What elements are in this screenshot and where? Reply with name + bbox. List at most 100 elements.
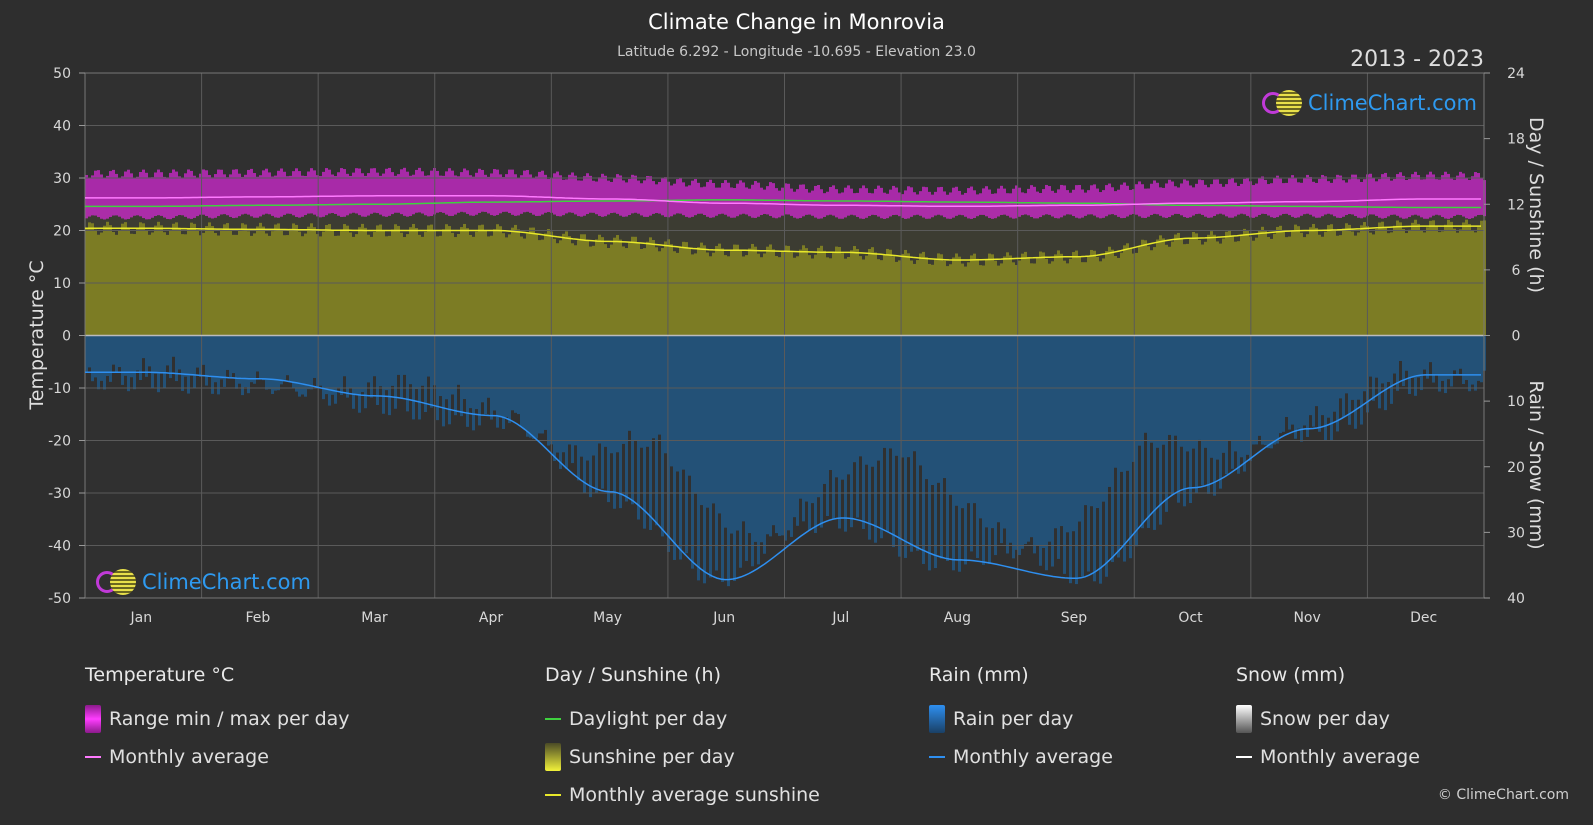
sunshine-gap-bar bbox=[502, 202, 505, 234]
rain-bar bbox=[196, 335, 199, 368]
sunshine-bar bbox=[664, 241, 667, 336]
rain-bar bbox=[403, 335, 406, 375]
sunshine-bar bbox=[760, 257, 763, 336]
sunshine-gap-bar bbox=[571, 201, 574, 244]
sunshine-bar bbox=[1060, 253, 1063, 336]
sunshine-gap-bar bbox=[331, 204, 334, 230]
rain-bar bbox=[517, 335, 520, 415]
sunshine-bar bbox=[1108, 246, 1111, 336]
rain-bar bbox=[931, 335, 934, 486]
sunshine-bar bbox=[421, 236, 424, 336]
temp-range-bar bbox=[1189, 185, 1192, 218]
sunshine-gap-bar bbox=[832, 200, 835, 253]
temp-range-bar bbox=[325, 168, 328, 216]
sunshine-gap-bar bbox=[415, 203, 418, 229]
temp-range-bar bbox=[859, 188, 862, 219]
temp-range-bar bbox=[658, 181, 661, 214]
sunshine-bar bbox=[898, 260, 901, 336]
sunshine-bar bbox=[778, 257, 781, 336]
sunshine-bar bbox=[337, 235, 340, 336]
sunshine-gap-bar bbox=[775, 200, 778, 257]
rain-bar bbox=[724, 335, 727, 528]
temp-range-bar bbox=[454, 175, 457, 215]
logo-top[interactable]: ClimeChart.com bbox=[1262, 90, 1477, 116]
sunshine-gap-bar bbox=[1441, 207, 1444, 232]
rain-bar bbox=[670, 335, 673, 467]
sunshine-bar bbox=[991, 254, 994, 336]
sunshine-gap-bar bbox=[865, 201, 868, 256]
sunshine-gap-bar bbox=[388, 204, 391, 236]
sunshine-gap-bar bbox=[1279, 206, 1282, 226]
temp-range-bar bbox=[184, 173, 187, 217]
temp-range-bar bbox=[661, 177, 664, 216]
rain-bar bbox=[469, 335, 472, 409]
sunshine-gap-bar bbox=[1132, 204, 1135, 254]
sunshine-gap-bar bbox=[1210, 205, 1213, 232]
sunshine-gap-bar bbox=[1027, 202, 1030, 258]
temp-range-bar bbox=[493, 169, 496, 216]
sunshine-bar bbox=[1273, 233, 1276, 336]
rain-bar bbox=[1354, 335, 1357, 429]
temp-range-bar bbox=[496, 169, 499, 216]
sunshine-bar bbox=[1006, 252, 1009, 336]
sunshine-gap-bar bbox=[961, 202, 964, 264]
sunshine-bar bbox=[1303, 237, 1306, 336]
sunshine-gap-bar bbox=[754, 200, 757, 247]
rain-bar bbox=[688, 335, 691, 476]
sunshine-bar bbox=[1093, 250, 1096, 336]
logo-bottom[interactable]: ClimeChart.com bbox=[96, 569, 311, 595]
temp-range-bar bbox=[682, 182, 685, 216]
month-label: Mar bbox=[361, 610, 388, 626]
temp-range-bar bbox=[499, 174, 502, 214]
sunshine-bar bbox=[1225, 231, 1228, 336]
rain-bar bbox=[1447, 335, 1450, 380]
temp-range-bar bbox=[169, 172, 172, 220]
sunshine-bar bbox=[1231, 235, 1234, 336]
rain-bar bbox=[418, 335, 421, 420]
sunshine-bar bbox=[1288, 236, 1291, 336]
sunshine-bar bbox=[571, 243, 574, 336]
rain-bar bbox=[610, 335, 613, 454]
sunshine-gap-bar bbox=[1126, 204, 1129, 244]
rain-bar bbox=[907, 335, 910, 458]
sunshine-bar bbox=[1198, 240, 1201, 336]
sunshine-bar bbox=[772, 249, 775, 336]
sunshine-bar bbox=[1165, 244, 1168, 336]
rain-bar bbox=[1174, 335, 1177, 436]
rain-bar bbox=[952, 335, 955, 571]
temp-range-bar bbox=[613, 178, 616, 213]
sunshine-bar bbox=[1114, 255, 1117, 336]
rain-bar bbox=[421, 335, 424, 386]
temp-range-bar bbox=[1291, 175, 1294, 217]
sunshine-gap-bar bbox=[1042, 202, 1045, 253]
line-swatch-icon bbox=[545, 794, 561, 796]
sunshine-gap-bar bbox=[763, 200, 766, 254]
sunshine-gap-bar bbox=[352, 204, 355, 237]
temp-range-bar bbox=[1435, 179, 1438, 215]
rain-bar bbox=[100, 335, 103, 381]
temp-range-bar bbox=[1402, 175, 1405, 219]
temp-range-bar bbox=[955, 186, 958, 216]
temp-range-bar bbox=[1462, 173, 1465, 217]
rain-bar bbox=[598, 335, 601, 444]
rain-bar bbox=[886, 335, 889, 532]
temp-range-bar bbox=[718, 187, 721, 215]
temp-range-bar bbox=[136, 176, 139, 216]
rain-bar bbox=[313, 335, 316, 378]
sunshine-bar bbox=[958, 256, 961, 336]
sunshine-bar bbox=[1399, 222, 1402, 336]
sunshine-bar bbox=[1339, 235, 1342, 336]
sunshine-bar bbox=[352, 236, 355, 336]
sunshine-gap-bar bbox=[1066, 203, 1069, 264]
sunshine-bar bbox=[358, 227, 361, 336]
sunshine-gap-bar bbox=[805, 200, 808, 249]
rain-bar bbox=[1207, 335, 1210, 494]
sunshine-bar bbox=[262, 226, 265, 336]
rain-bar bbox=[895, 335, 898, 456]
sunshine-bar bbox=[904, 249, 907, 336]
rain-bar bbox=[856, 335, 859, 518]
sunshine-bar bbox=[733, 244, 736, 336]
sunshine-bar bbox=[241, 223, 244, 336]
rain-bar bbox=[730, 335, 733, 534]
temp-range-bar bbox=[610, 181, 613, 214]
